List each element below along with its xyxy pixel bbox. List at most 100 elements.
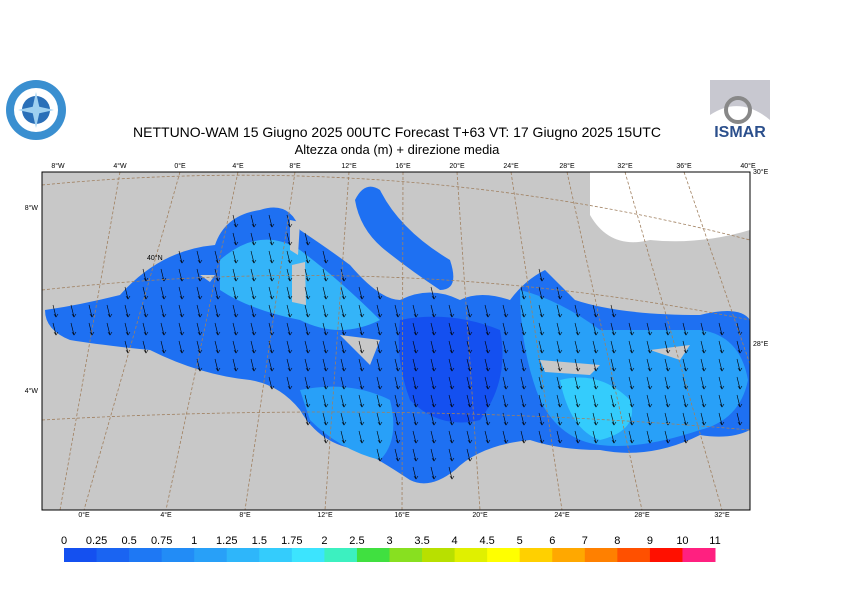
wave-arrow [160,286,167,300]
wave-arrow [358,358,365,372]
lon-label: 0°E [78,511,90,519]
wave-arrow [340,394,347,408]
wave-arrow [520,340,527,354]
wave-arrow [430,358,437,372]
wave-arrow [304,412,311,426]
wave-arrow [196,358,203,372]
lon-label: 24°E [554,511,570,519]
wave-arrow [448,430,455,444]
wave-arrow [466,448,473,462]
wave-arrow [142,286,149,300]
sea [45,186,750,484]
wave-arrow [628,412,635,426]
wave-arrow [520,376,527,390]
wave-arrow [286,250,293,264]
wave-arrow [286,286,293,300]
wave-arrow [358,304,365,318]
wave-arrow [106,304,113,318]
title: NETTUNO-WAM 15 Giugno 2025 00UTC Forecas… [133,124,661,140]
wave-arrow [412,466,419,480]
wave-arrow [520,304,527,318]
wave-arrow [394,412,401,426]
wave-arrow [268,376,275,390]
wave-arrow [286,322,293,336]
wave-arrow [520,412,527,426]
wave-arrow [718,340,725,354]
colorbar-label: 5 [517,535,523,547]
wave-arrow [538,286,545,300]
wave-arrow [286,268,293,282]
colorbar-label: 0.5 [121,535,136,547]
wave-arrow [286,304,293,318]
wave-arrow [322,394,329,408]
colorbar-swatch [194,548,228,562]
lon-label: 32°E [617,162,633,170]
wave-arrow [700,376,707,390]
wave-arrow [412,358,419,372]
wave-arrow [142,304,149,318]
wave-arrow [304,376,311,390]
colorbar-swatch [129,548,163,562]
colorbar-swatch [64,548,98,562]
wave-arrow [736,412,743,426]
lon-label: 8°W [51,162,65,170]
wave-arrow [160,340,167,354]
wave-arrow [70,322,77,336]
wave-arrow [394,358,401,372]
wave-arrow [304,250,311,264]
wave-arrow [430,430,437,444]
colorbar-swatch [291,548,325,562]
wave-arrow [502,394,509,408]
lon-label: 20°E [472,511,488,519]
wave-arrow [556,376,563,390]
wave-arrow [574,412,581,426]
wave-arrow [610,340,617,354]
wave-arrow [466,430,473,444]
wave-arrow [412,376,419,390]
wave-arrow [664,322,671,336]
wave-arrow [340,286,347,300]
wave-arrow [664,430,671,444]
colorbar-label: 2.5 [349,535,364,547]
colorbar-swatch [226,548,260,562]
wave-arrow [196,268,203,282]
wave-arrow [628,322,635,336]
wave-arrow [178,322,185,336]
wave-arrow [376,358,383,372]
colorbar-label: 4 [452,535,458,547]
colorbar-swatch [389,548,423,562]
wave-arrow [610,376,617,390]
wave-arrow [232,340,239,354]
wave-arrow [376,412,383,426]
wave-arrow [718,322,725,336]
wave-arrow [412,322,419,336]
wave-arrow [700,412,707,426]
wave-arrow [556,412,563,426]
wave-arrow [322,268,329,282]
wave-arrow [520,430,527,444]
colorbar-label: 10 [676,535,688,547]
wave-arrow [214,268,221,282]
colorbar-label: 1.25 [216,535,237,547]
lat-label: 8°W [25,204,39,212]
wave-arrow [718,376,725,390]
map-frame [41,171,751,511]
wave-arrow [358,412,365,426]
wave-arrow [232,232,239,246]
colorbar-label: 0.75 [151,535,172,547]
wave-arrow [664,358,671,372]
wave-arrow [196,322,203,336]
colorbar-swatch [161,548,195,562]
wave-arrow [448,412,455,426]
wave-arrow [664,376,671,390]
wave-arrow [376,430,383,444]
colorbar-swatch [356,548,390,562]
wave-arrow [664,394,671,408]
wave-arrow [502,304,509,318]
wave-arrow [574,376,581,390]
wave-arrow [250,286,257,300]
logo-right: ISMAR [708,80,770,142]
wave-arrow [736,376,743,390]
wave-arrow [484,430,491,444]
wave-arrow [430,466,437,480]
